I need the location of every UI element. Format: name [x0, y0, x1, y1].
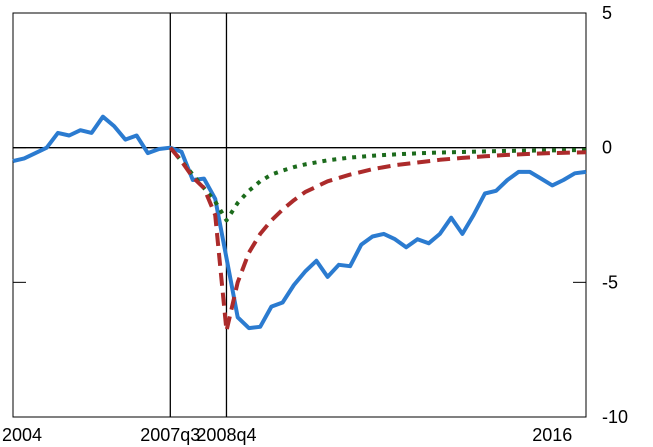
- plot-frame: [12, 12, 587, 418]
- x-tick-label: 2016: [532, 425, 572, 445]
- x-tick-label: 2008q4: [196, 425, 256, 445]
- series-line-dotted: [168, 146, 586, 223]
- x-tick-label: 2004: [2, 425, 42, 445]
- x-tick-label: 2007q3: [140, 425, 200, 445]
- y-tick-label: 5: [602, 3, 612, 23]
- reference-lines: [13, 13, 586, 417]
- series-lines: [12, 114, 587, 333]
- plot-border: [12, 12, 587, 418]
- series-line-solid: [12, 114, 587, 331]
- y-tick-label: 0: [602, 138, 612, 158]
- y-tick-label: -10: [602, 407, 628, 427]
- y-tick-label: -5: [602, 272, 618, 292]
- series-line-dashed: [168, 146, 587, 333]
